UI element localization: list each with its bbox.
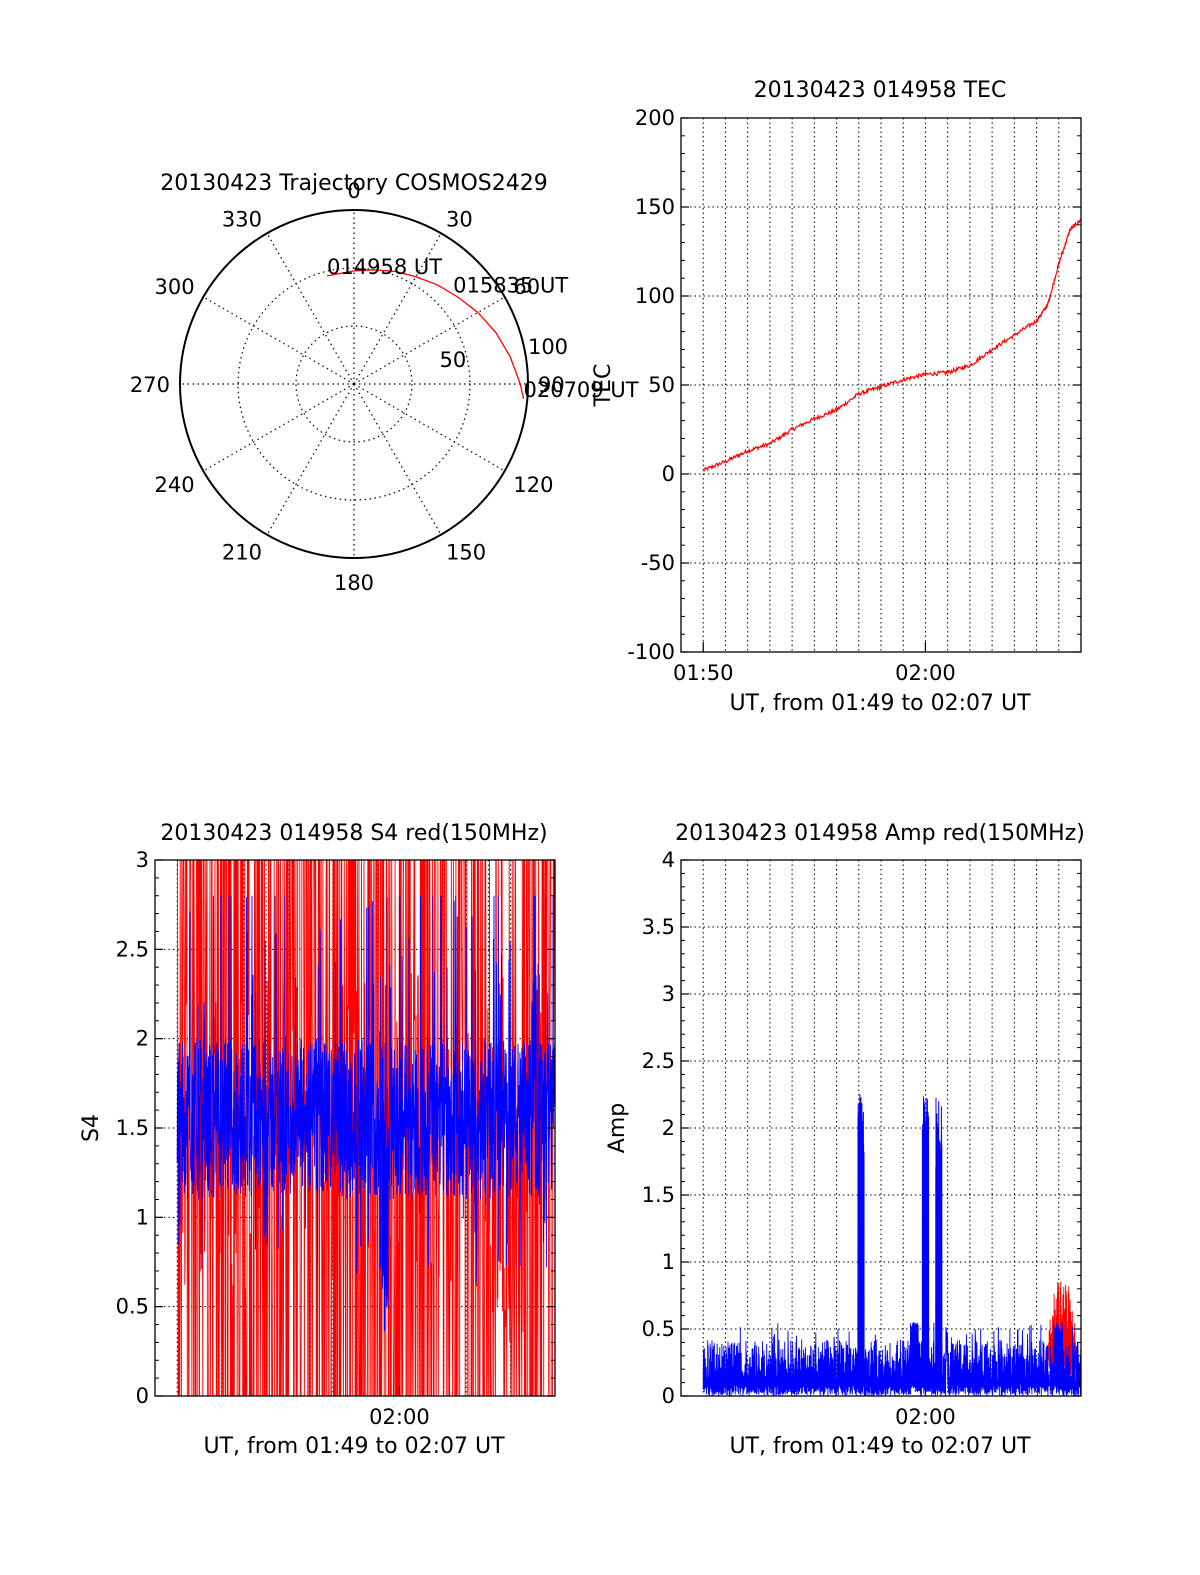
polar-grid-spoke: [353, 383, 505, 472]
amp-xtick-label: 02:00: [895, 1405, 956, 1429]
polar-grid-spoke: [203, 383, 355, 472]
amp-ytick-label: 1.5: [642, 1183, 675, 1207]
amp-ytick-label: 0: [662, 1384, 675, 1408]
s4-red-line: [177, 860, 555, 1396]
polar-radial-label: 100: [528, 335, 568, 359]
polar-radial-label: 50: [439, 348, 466, 372]
amp-panel: 20130423 014958 Amp red(150MHz) 0 0.5 1 1.5…: [605, 821, 1085, 1459]
amp-series: [702, 1094, 1081, 1396]
polar-grid: [179, 209, 529, 559]
polar-azimuth-label: 90: [538, 373, 565, 397]
polar-annotation: 020709 UT: [523, 378, 638, 402]
s4-ytick-label: 0.5: [116, 1295, 149, 1319]
polar-grid-spoke: [266, 233, 355, 385]
s4-ytick-label: 2.5: [116, 937, 149, 961]
tec-ytick-label: -50: [641, 551, 675, 575]
polar-azimuth-label: 180: [334, 571, 374, 595]
polar-azimuth-labels: 0 30 60 90 120 150 180 210 240 270 300 330: [130, 179, 565, 595]
polar-annotation: 015835 UT: [453, 274, 568, 298]
amp-ytick-label: 4: [662, 848, 675, 872]
s4-title: 20130423 014958 S4 red(150MHz): [160, 821, 547, 846]
tec-title: 20130423 014958 TEC: [754, 78, 1007, 103]
amp-x-ticks: 02:00: [895, 1386, 956, 1429]
s4-panel: 20130423 014958 S4 red(150MHz) 0 0.5 1 1.5 2…: [79, 821, 556, 1459]
tec-y-ticks: -100 -50 0 50 100 150 200: [627, 106, 1081, 664]
tec-ytick-label: 100: [635, 284, 675, 308]
polar-trajectory-panel: 20130423 Trajectory COSMOS2429 0 30 60 90 12…: [130, 171, 639, 595]
s4-blue-line: [176, 895, 555, 1333]
tec-series: [702, 219, 1082, 473]
s4-ytick-label: 3: [136, 848, 149, 872]
polar-grid-spoke: [203, 296, 355, 385]
amp-title: 20130423 014958 Amp red(150MHz): [675, 821, 1085, 846]
s4-y-ticks: 0 0.5 1 1.5 2 2.5 3: [116, 848, 555, 1408]
polar-outer-circle: [179, 209, 529, 559]
tec-ytick-label: 0: [662, 462, 675, 486]
s4-ytick-label: 0: [136, 1384, 149, 1408]
polar-azimuth-label: 240: [155, 473, 195, 497]
polar-grid-spoke: [353, 296, 505, 385]
s4-xtick-label: 02:00: [369, 1405, 430, 1429]
polar-annotation: 014958 UT: [327, 255, 442, 279]
polar-azimuth-label: 60: [513, 275, 540, 299]
tec-ytick-label: -100: [627, 640, 675, 664]
tec-xlabel: UT, from 01:49 to 02:07 UT: [729, 691, 1031, 716]
amp-blue-baseline: [702, 1322, 1081, 1396]
amp-ytick-label: 0.5: [642, 1317, 675, 1341]
tec-ytick-label: 50: [648, 373, 675, 397]
tec-ylabel: TEC: [591, 364, 616, 408]
s4-ytick-label: 1.5: [116, 1116, 149, 1140]
s4-ytick-label: 2: [136, 1027, 149, 1051]
amp-ytick-label: 3: [662, 982, 675, 1006]
polar-radial-labels: 50 100: [439, 335, 568, 372]
polar-grid-spoke: [266, 383, 355, 535]
amp-blue-spike: [857, 1094, 865, 1390]
amp-ytick-label: 1: [662, 1250, 675, 1274]
tec-x-ticks: 01:50 02:00: [673, 642, 956, 685]
polar-azimuth-label: 150: [446, 540, 486, 564]
polar-azimuth-label: 0: [347, 179, 360, 203]
polar-grid-circle: [295, 325, 413, 443]
amp-ylabel: Amp: [605, 1103, 630, 1153]
s4-ylabel: S4: [79, 1114, 104, 1142]
tec-xtick-label: 01:50: [673, 661, 734, 685]
tec-ytick-label: 150: [635, 195, 675, 219]
amp-ytick-label: 2.5: [642, 1049, 675, 1073]
amp-grid: [680, 859, 1081, 1397]
tec-panel: 20130423 014958 TEC -100-50050100150200 …: [591, 78, 1082, 716]
polar-azimuth-label: 30: [446, 208, 473, 232]
s4-series: [176, 860, 555, 1396]
polar-azimuth-label: 330: [222, 208, 262, 232]
polar-azimuth-label: 300: [155, 275, 195, 299]
polar-trajectory: [326, 269, 525, 399]
amp-ytick-label: 2: [662, 1116, 675, 1140]
polar-annotations: 014958 UT 015835 UT 020709 UT: [327, 255, 639, 402]
s4-x-ticks: 02:00: [369, 1386, 430, 1429]
polar-azimuth-label: 120: [513, 473, 553, 497]
amp-blue-spike: [921, 1096, 930, 1390]
polar-azimuth-label: 210: [222, 540, 262, 564]
polar-azimuth-label: 270: [130, 373, 170, 397]
s4-xlabel: UT, from 01:49 to 02:07 UT: [203, 1434, 505, 1459]
tec-xtick-label: 02:00: [895, 661, 956, 685]
amp-xlabel: UT, from 01:49 to 02:07 UT: [729, 1434, 1031, 1459]
polar-grid-spoke: [353, 233, 442, 385]
polar-trajectory-line: [326, 269, 525, 399]
s4-ytick-label: 1: [136, 1205, 149, 1229]
amp-y-ticks: 0 0.5 1 1.5 2 2.5 3 3.5 4: [642, 848, 1081, 1408]
amp-blue-spike: [909, 1322, 919, 1389]
polar-title: 20130423 Trajectory COSMOS2429: [160, 171, 547, 196]
tec-line: [702, 219, 1082, 473]
tec-grid: [680, 117, 1081, 653]
tec-ytick-label: 200: [635, 106, 675, 130]
amp-ytick-label: 3.5: [642, 915, 675, 939]
amp-blue-spike: [1054, 1322, 1064, 1389]
polar-grid-spoke: [353, 383, 442, 535]
amp-blue-spike: [935, 1097, 943, 1389]
